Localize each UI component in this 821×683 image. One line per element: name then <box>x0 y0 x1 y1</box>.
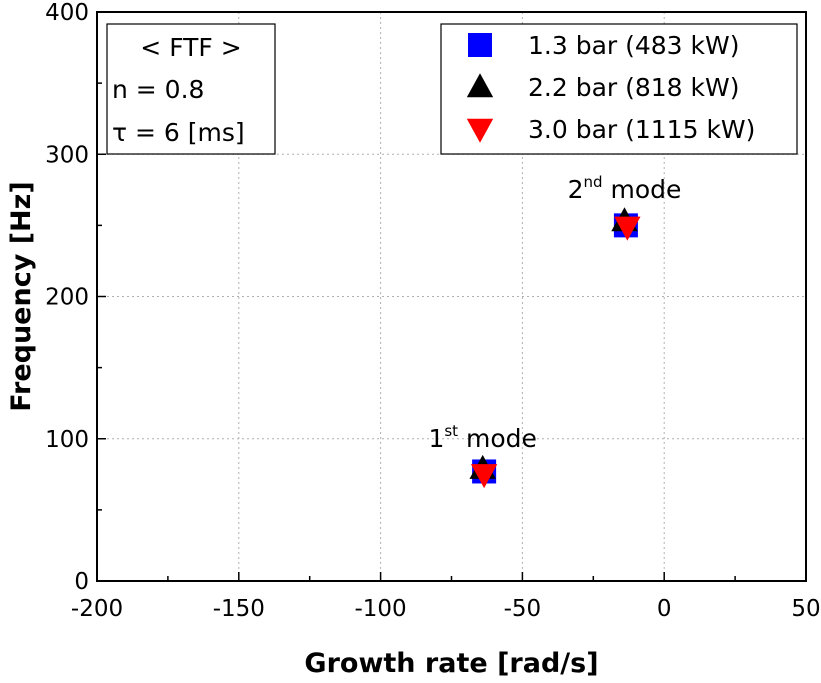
info-box-frame <box>106 23 276 155</box>
y-tick-label: 400 <box>45 0 89 26</box>
mode-annotations: 1st mode 2nd mode <box>428 173 681 453</box>
legend-label-3: 3.0 bar (1115 kW) <box>528 115 755 144</box>
y-tick-label: 300 <box>45 142 89 168</box>
data-markers <box>469 207 641 489</box>
mode-annotation-2: 2nd mode <box>568 173 682 204</box>
y-tick-label: 0 <box>74 569 89 595</box>
x-axis-title: Growth rate [rad/s] <box>304 648 598 679</box>
legend: 1.3 bar (483 kW) 2.2 bar (818 kW) 3.0 bar … <box>440 23 798 155</box>
x-tick-label: -100 <box>354 596 406 622</box>
data-point-series-3 <box>470 464 498 489</box>
info-box-tau: τ = 6 [ms] <box>112 118 245 147</box>
info-box: < FTF > n = 0.8 τ = 6 [ms] <box>106 23 276 155</box>
mode-annotation-1: 1st mode <box>428 422 536 453</box>
axis-ticks <box>96 11 807 582</box>
legend-frame <box>440 23 798 155</box>
x-tick-label: -150 <box>213 596 265 622</box>
y-tick-label: 100 <box>45 427 89 453</box>
y-tick-label: 200 <box>45 285 89 311</box>
legend-marker-2 <box>466 73 494 98</box>
legend-label-1: 1.3 bar (483 kW) <box>528 31 740 60</box>
x-tick-label: -200 <box>71 596 123 622</box>
legend-marker-1 <box>468 33 492 57</box>
legend-marker-3 <box>466 118 494 143</box>
info-box-title: < FTF > <box>140 33 241 62</box>
legend-label-2: 2.2 bar (818 kW) <box>528 73 740 102</box>
y-axis-title: Frequency [Hz] <box>6 181 37 411</box>
x-tick-label: -50 <box>504 596 542 622</box>
x-tick-label: 0 <box>657 596 672 622</box>
info-box-n: n = 0.8 <box>112 75 204 104</box>
data-point-series-3 <box>614 216 641 241</box>
axis-tick-labels: -200 -150 -100 -50 0 50 0 100 200 300 400 <box>45 0 821 622</box>
x-tick-label: 50 <box>791 596 820 622</box>
